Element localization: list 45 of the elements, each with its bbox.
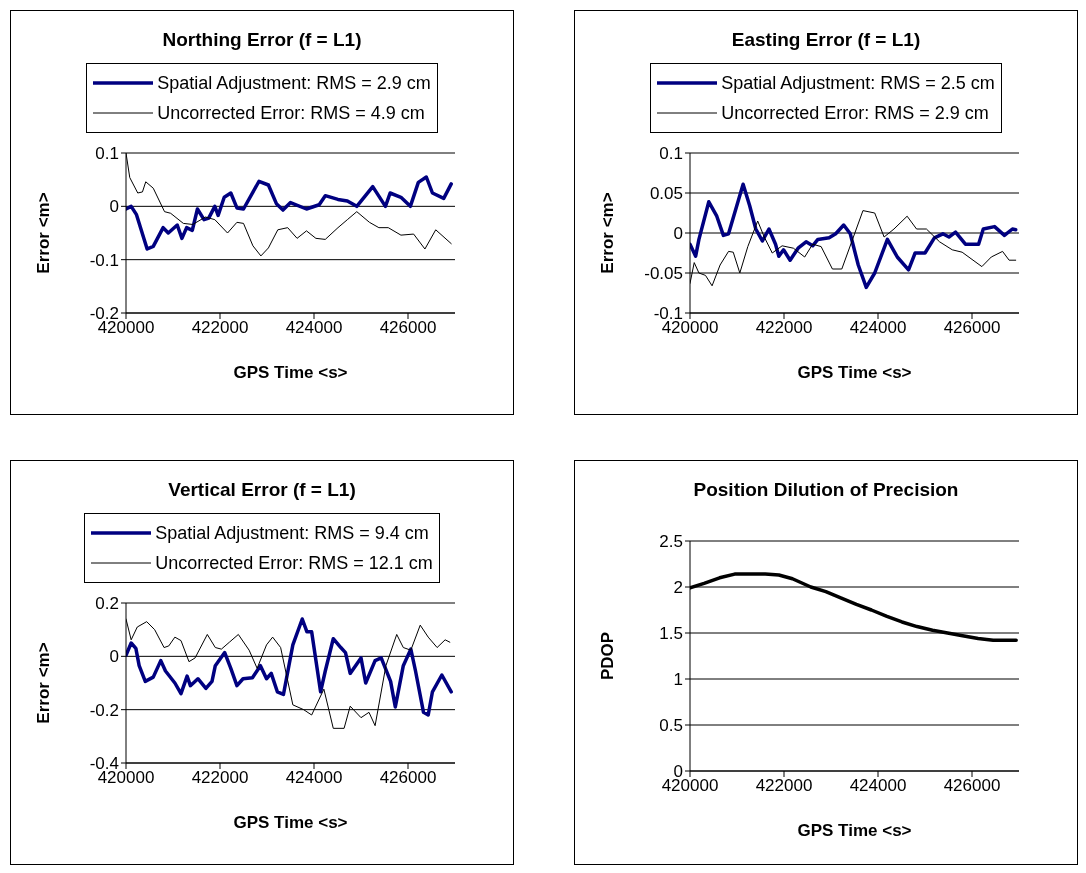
y-tick-label: 0 <box>109 647 119 667</box>
y-axis-title: PDOP <box>598 631 618 681</box>
legend-label: Uncorrected Error: RMS = 12.1 cm <box>155 552 433 574</box>
y-tick-label: 0.2 <box>95 594 119 614</box>
chart-title: Position Dilution of Precision <box>692 479 960 501</box>
y-tick-label: 1.5 <box>659 624 683 644</box>
x-tick-label: 426000 <box>943 318 1001 338</box>
x-tick-label: 424000 <box>285 318 343 338</box>
y-tick-label: -0.2 <box>89 700 119 720</box>
y-tick-label: 2.5 <box>659 532 683 552</box>
x-axis-title: GPS Time <s> <box>233 813 348 832</box>
y-tick-label: 0 <box>673 224 683 244</box>
y-tick-label: 0.1 <box>659 144 683 164</box>
x-axis-title: GPS Time <s> <box>233 363 348 382</box>
y-tick-label: 0.1 <box>95 144 119 164</box>
y-tick-label: -0.1 <box>89 250 119 270</box>
x-tick-label: 426000 <box>379 768 437 788</box>
legend-label: Uncorrected Error: RMS = 4.9 cm <box>157 102 425 124</box>
x-tick-label: 424000 <box>285 768 343 788</box>
legend-label: Spatial Adjustment: RMS = 2.9 cm <box>157 72 431 94</box>
x-tick-label: 422000 <box>755 776 813 796</box>
legend-label: Uncorrected Error: RMS = 2.9 cm <box>721 102 989 124</box>
y-tick-label: 0 <box>109 197 119 217</box>
x-tick-label: 424000 <box>849 776 907 796</box>
x-tick-label: 424000 <box>849 318 907 338</box>
x-tick-label: 426000 <box>379 318 437 338</box>
x-tick-label: 422000 <box>191 768 249 788</box>
y-tick-label: 1 <box>673 670 683 690</box>
x-tick-label: 422000 <box>191 318 249 338</box>
y-tick-label: 0.05 <box>649 184 683 204</box>
y-axis-title: Error <m> <box>34 642 54 724</box>
chart-title: Easting Error (f = L1) <box>730 29 922 51</box>
legend-label: Spatial Adjustment: RMS = 2.5 cm <box>721 72 995 94</box>
chart-title: Vertical Error (f = L1) <box>167 479 357 501</box>
legend-label: Spatial Adjustment: RMS = 9.4 cm <box>155 522 429 544</box>
x-tick-label: 426000 <box>943 776 1001 796</box>
x-tick-label: 422000 <box>755 318 813 338</box>
y-tick-label: 0.5 <box>659 716 683 736</box>
chart-title: Northing Error (f = L1) <box>161 29 363 51</box>
y-axis-title: Error <m> <box>34 192 54 274</box>
y-tick-label: 2 <box>673 578 683 598</box>
x-axis-title: GPS Time <s> <box>797 821 912 840</box>
y-tick-label: -0.05 <box>644 264 683 284</box>
x-axis-title: GPS Time <s> <box>797 363 912 382</box>
y-axis-title: Error <m> <box>598 192 618 274</box>
